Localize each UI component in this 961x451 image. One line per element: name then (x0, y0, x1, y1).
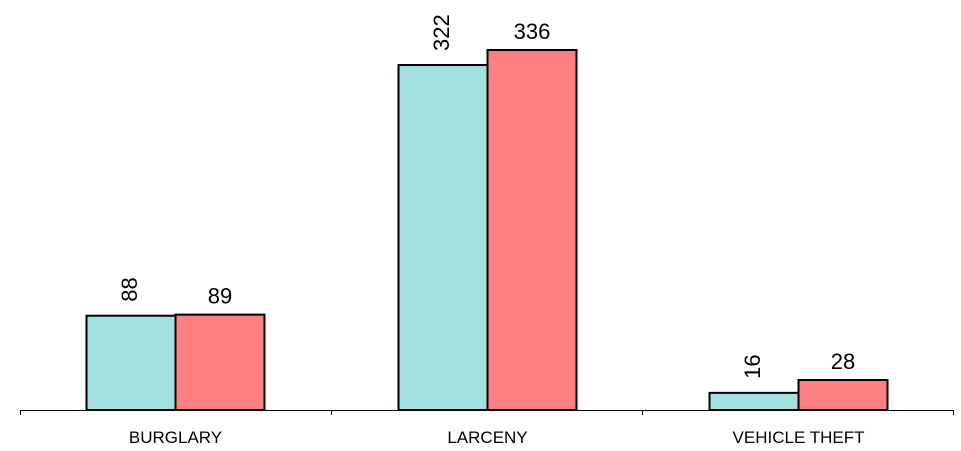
bar-vehicle-theft-series-2 (797, 379, 889, 411)
bar-burglary-series-2 (174, 313, 266, 411)
value-label: 336 (514, 19, 551, 44)
bars-layer (85, 49, 889, 412)
bar-larceny-series-2 (486, 49, 578, 411)
value-label: 16 (740, 354, 765, 378)
category-label: LARCENY (447, 428, 527, 447)
category-labels-layer: BURGLARY LARCENY VEHICLE THEFT (129, 428, 865, 447)
value-label: 88 (117, 277, 142, 301)
bar-burglary-series-1 (85, 314, 177, 412)
category-label: BURGLARY (129, 428, 222, 447)
value-label: 322 (429, 14, 454, 51)
bar-larceny-series-1 (397, 64, 489, 411)
category-label: VEHICLE THEFT (733, 428, 865, 447)
bar-vehicle-theft-series-1 (708, 391, 800, 412)
value-label: 28 (831, 349, 855, 374)
x-axis-ticks (20, 410, 954, 415)
value-labels-layer: 88 89 322 336 16 28 (117, 14, 855, 379)
value-label: 89 (208, 284, 232, 309)
